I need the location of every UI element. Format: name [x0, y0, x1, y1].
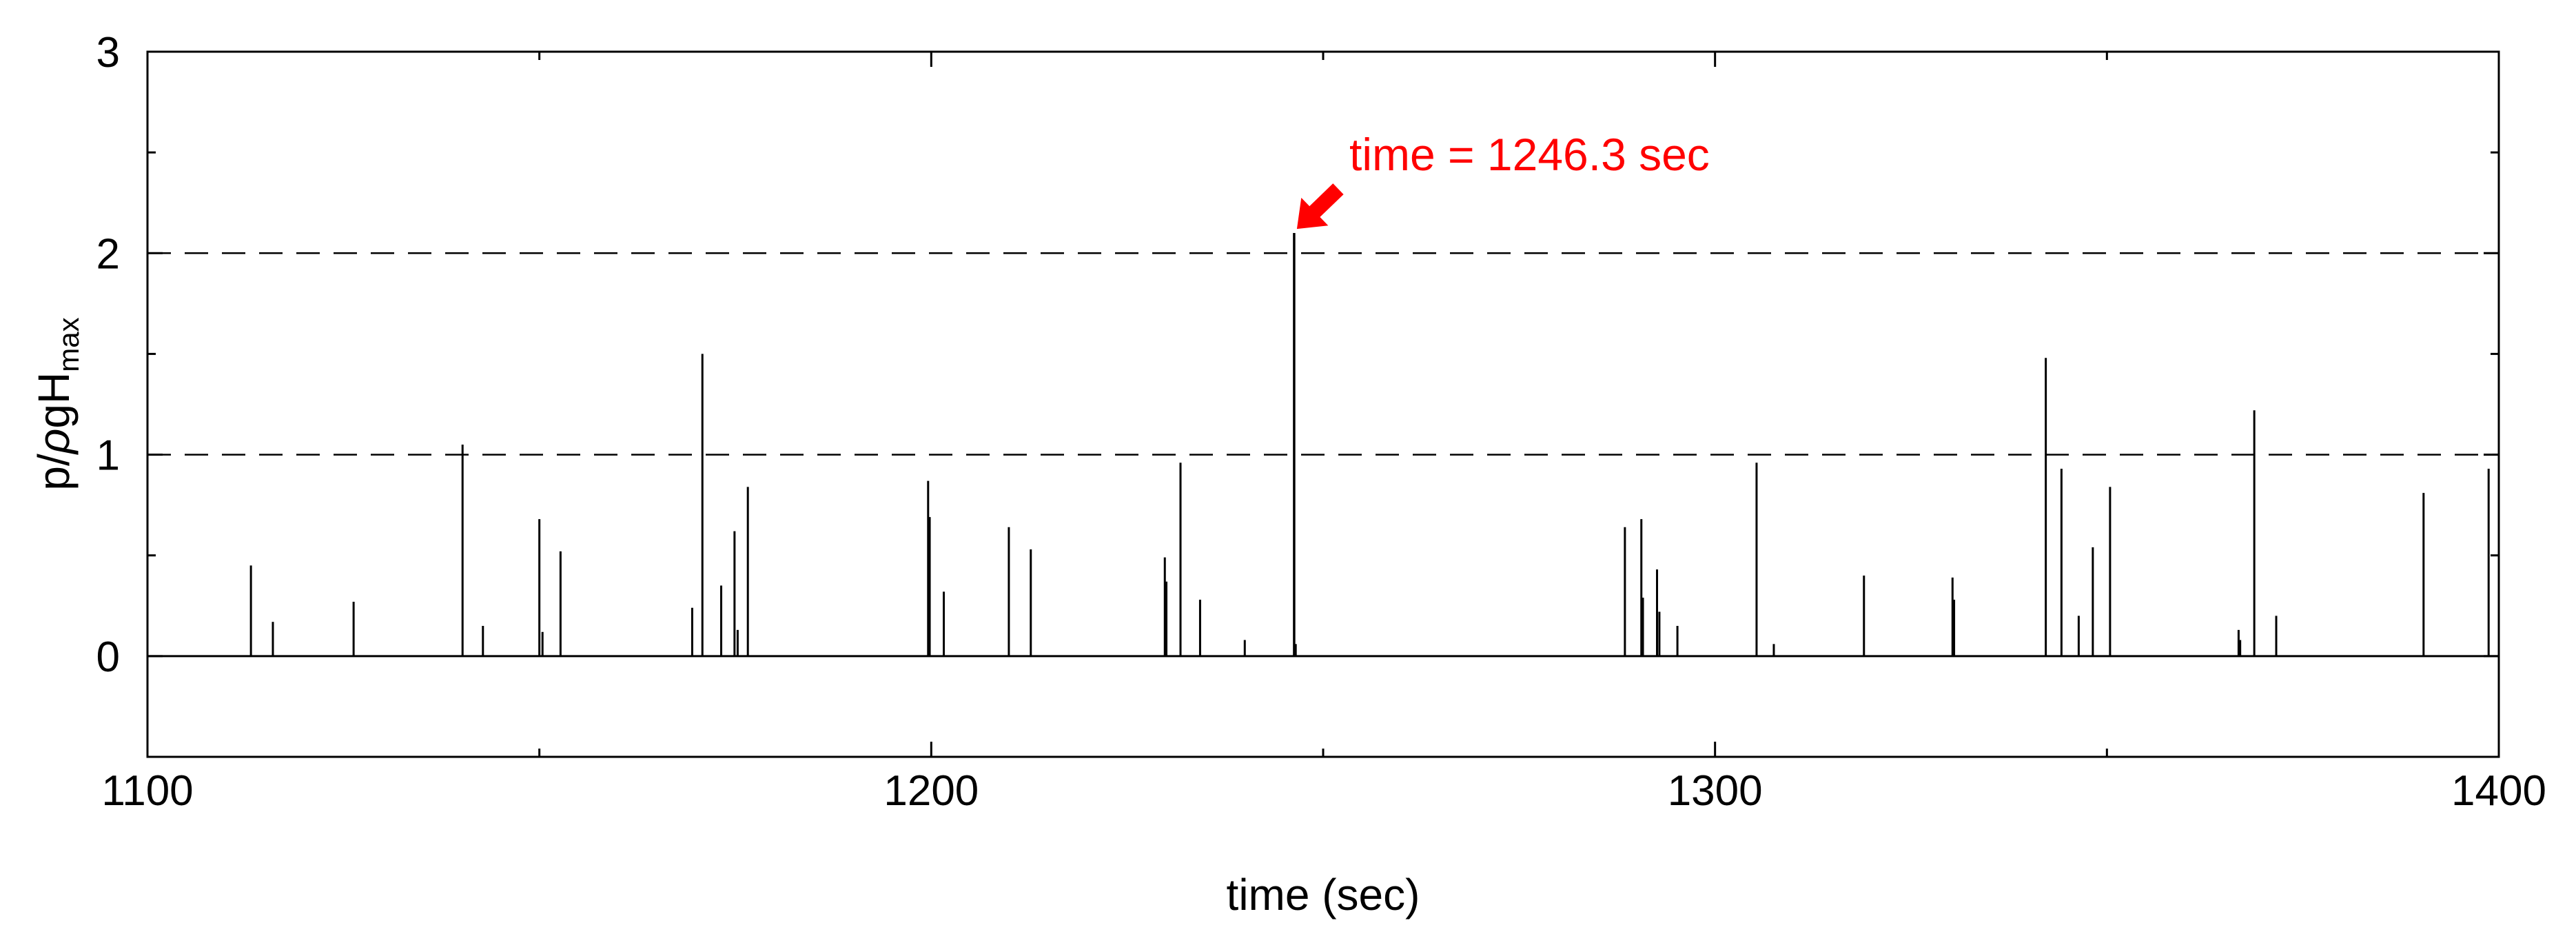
x-tick-label: 1400	[2451, 767, 2546, 815]
y-axis-title-sub: max	[52, 317, 85, 372]
y-tick-label: 1	[96, 432, 120, 480]
y-tick-label: 3	[96, 29, 120, 77]
x-axis-title: time (sec)	[1227, 870, 1420, 920]
axis-ticks	[146, 50, 2500, 757]
x-tick-label: 1200	[883, 767, 979, 815]
y-tick-label: 2	[96, 230, 120, 278]
tick-labels: 1100 1200 1300 1400 0 1 2 3	[96, 29, 2546, 815]
annotation-label: time = 1246.3 sec	[1349, 129, 1710, 180]
y-axis-title-gh: gH	[29, 372, 79, 429]
y-tick-label: 0	[96, 633, 120, 681]
y-axis-title-rho: ρ	[29, 429, 79, 456]
x-tick-label: 1100	[101, 767, 193, 815]
data-spikes	[249, 233, 2490, 656]
x-tick-label: 1300	[1668, 767, 1763, 815]
reference-lines	[147, 252, 2499, 456]
plot-frame	[146, 50, 2500, 758]
y-axis-title-p: p/	[29, 454, 79, 491]
peak-annotation: time = 1246.3 sec	[1296, 129, 1710, 230]
y-axis-title: p/ρgHmax	[29, 317, 85, 490]
annotation-arrow-icon	[1296, 183, 1344, 230]
